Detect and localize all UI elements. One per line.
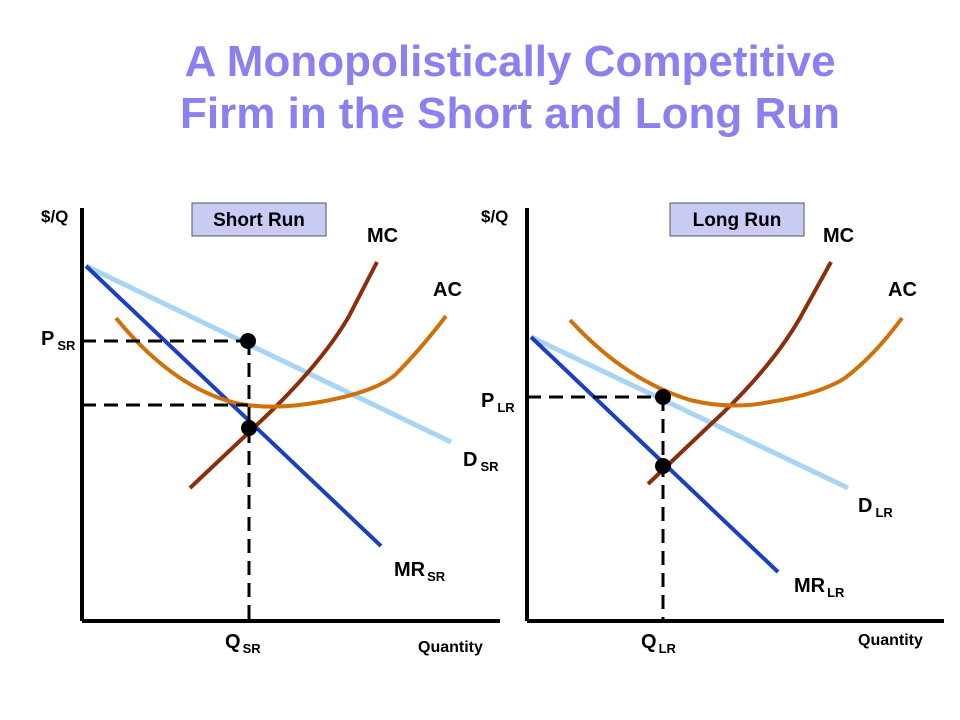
short-run-mc-curve [188, 261, 379, 490]
diagram-title: A Monopolistically Competitive Firm in t… [0, 36, 960, 140]
long-run-price-label: P LR [481, 390, 515, 415]
short-run-x-axis-label: Quantity [418, 639, 483, 656]
short-run-mr-curve [84, 264, 383, 548]
short-run-mc-label: MC [367, 225, 398, 247]
long-run-ac-label: AC [888, 279, 917, 301]
long-run-x-axis-label: Quantity [858, 632, 923, 649]
short-run-ac-curve [114, 314, 448, 409]
long-run-tangency-point [655, 389, 671, 405]
long-run-quantity-label: Q LR [641, 631, 677, 656]
short-run-quantity-label: Q SR [225, 631, 261, 656]
short-run-ac-label: AC [433, 279, 462, 301]
long-run-panel: Long Run $/Q Quantity MC AC P LR Q LR D LR … [481, 202, 944, 656]
long-run-demand-curve [529, 334, 850, 491]
long-run-ac-curve [568, 316, 904, 408]
short-run-mr-label: MR SR [394, 559, 446, 584]
short-run-demand-label: D SR [463, 449, 499, 474]
long-run-demand-label: D LR [858, 495, 893, 520]
long-run-y-axis-label: $/Q [481, 207, 508, 226]
short-run-mr-mc-point [241, 420, 257, 436]
title-line-1: A Monopolistically Competitive [184, 37, 836, 86]
title-line-2: Firm in the Short and Long Run [180, 89, 840, 138]
short-run-demand-point [240, 333, 256, 349]
short-run-y-axis-label: $/Q [41, 207, 68, 226]
short-run-label-box [191, 202, 327, 237]
short-run-panel: Short Run $/Q Quantity MC AC P SR Q SR D SR… [41, 202, 500, 656]
short-run-demand-curve [84, 263, 453, 445]
short-run-price-label: P SR [41, 328, 76, 353]
short-run-box-label: Short Run [213, 210, 305, 231]
long-run-label-box [669, 202, 805, 237]
long-run-mr-curve [529, 335, 780, 574]
long-run-mc-curve [646, 261, 833, 486]
long-run-mr-label: MR LR [794, 575, 845, 600]
long-run-mc-label: MC [823, 225, 854, 247]
long-run-box-label: Long Run [693, 210, 782, 231]
long-run-mr-mc-point [655, 458, 671, 474]
